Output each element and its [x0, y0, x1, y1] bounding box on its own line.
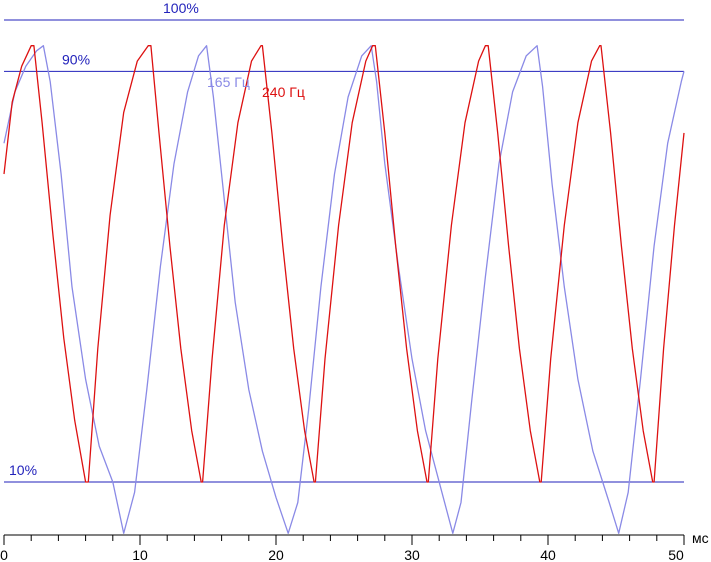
- reference-lines: 100% 90% 10%: [4, 0, 684, 483]
- reference-label-10pct: 10%: [9, 462, 37, 478]
- reference-label-100pct: 100%: [163, 0, 199, 16]
- x-tick-label: 40: [540, 547, 556, 562]
- x-tick-label: 20: [268, 547, 284, 562]
- series-label-165hz: 165 Гц: [207, 74, 250, 90]
- x-tick-label: 30: [404, 547, 420, 562]
- x-axis-unit-label: мс: [692, 530, 709, 546]
- series-line-240hz: [3, 45, 685, 483]
- series-line-165hz: [3, 45, 685, 534]
- x-tick-label: 0: [0, 547, 8, 562]
- x-tick-label: 10: [132, 547, 148, 562]
- x-tick-label: 50: [668, 547, 684, 562]
- series-label-240hz: 240 Гц: [262, 84, 305, 100]
- series-lines: 165 Гц 240 Гц: [3, 45, 685, 534]
- reference-label-90pct: 90%: [62, 51, 90, 67]
- x-axis: 0 10 20 30 40 50: [0, 534, 685, 562]
